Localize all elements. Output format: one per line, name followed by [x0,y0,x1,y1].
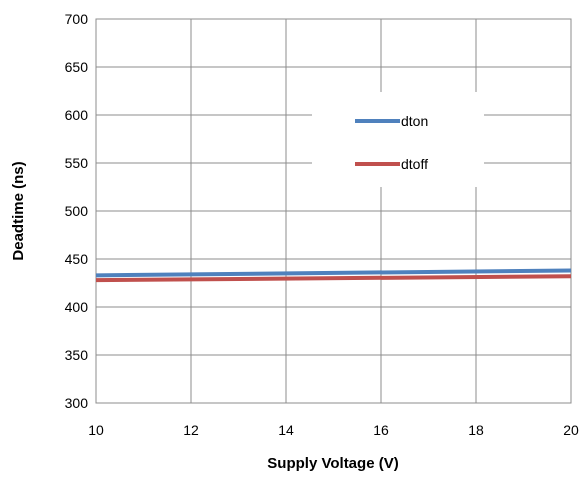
series-line-dtoff [96,276,571,280]
x-tick-label: 12 [183,422,199,438]
series-line-dton [96,271,571,276]
x-tick-label: 20 [563,422,579,438]
y-tick-label: 450 [65,251,89,267]
series-lines [96,271,571,281]
grid-lines [96,19,571,403]
y-tick-label: 400 [65,299,89,315]
legend-label-dton: dton [401,113,428,129]
y-tick-label: 600 [65,107,89,123]
y-tick-label: 500 [65,203,89,219]
y-tick-labels: 300 350 400 450 500 550 600 650 700 [65,11,89,411]
y-tick-label: 350 [65,347,89,363]
x-tick-label: 18 [468,422,484,438]
y-tick-label: 700 [65,11,89,27]
x-axis-title: Supply Voltage (V) [267,455,398,472]
y-tick-label: 300 [65,395,89,411]
x-tick-label: 14 [278,422,294,438]
y-tick-label: 650 [65,59,89,75]
x-tick-label: 10 [88,422,104,438]
x-tick-labels: 10 12 14 16 18 20 [88,422,579,438]
legend-background [312,92,484,187]
x-tick-label: 16 [373,422,389,438]
legend-label-dtoff: dtoff [401,156,428,172]
y-axis-title: Deadtime (ns) [10,161,27,260]
y-tick-label: 550 [65,155,89,171]
